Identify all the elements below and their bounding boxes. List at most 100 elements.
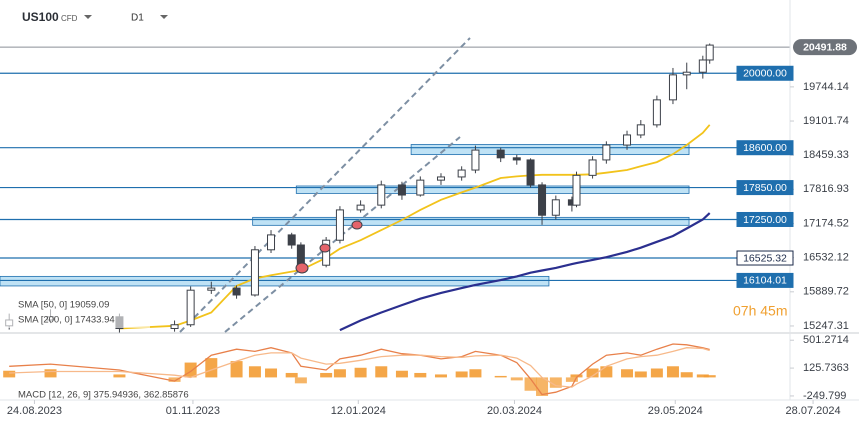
level-label-box	[736, 65, 794, 81]
y-tick-label: 19101.74	[803, 115, 849, 127]
symbol: US100	[22, 10, 59, 24]
candles	[5, 43, 714, 333]
macd-histogram-bar	[570, 374, 583, 378]
macd-histogram-bar	[3, 370, 16, 378]
level-label: 16525.32	[743, 252, 787, 264]
macd-histogram-bar	[549, 377, 562, 388]
moving-average	[339, 212, 711, 332]
candle-body	[287, 234, 296, 246]
macd-histogram-bar	[666, 366, 679, 378]
marker	[319, 243, 331, 253]
x-tick-label: 01.11.2023	[166, 405, 220, 417]
zones	[0, 144, 690, 287]
countdown: 07h 45m	[733, 303, 787, 319]
candle-body	[705, 44, 714, 61]
level-label: 17850.00	[743, 182, 787, 194]
macd-histogram-bar	[375, 366, 388, 378]
candle-body	[335, 209, 344, 241]
y-tick-label: 17816.93	[803, 183, 849, 195]
level-label: 20000.00	[743, 68, 787, 80]
y-tick-label: 18459.33	[803, 149, 849, 161]
macd-histogram-bar	[184, 362, 197, 378]
macd-histogram-bar	[265, 368, 278, 378]
candle-body	[232, 287, 241, 296]
level-label: 18600.00	[743, 142, 787, 154]
macd-pane	[3, 343, 716, 396]
macd-histogram-bar	[510, 377, 523, 381]
level-labels: 20000.00 18600.00 17850.00 17250.00 16525.32…	[736, 39, 857, 288]
candle-body	[436, 176, 445, 181]
macd-histogram-bar	[294, 377, 307, 384]
macd-histogram-bar	[248, 366, 261, 378]
candle-body	[572, 174, 581, 206]
candle-body	[296, 244, 305, 266]
current-price-label: 20491.88	[803, 41, 847, 53]
x-tick-label: 28.07.2024	[786, 405, 841, 417]
candle-body	[170, 324, 179, 329]
level-label-box	[736, 250, 794, 266]
macd-histogram-bar	[586, 368, 599, 378]
plot-area	[0, 37, 790, 396]
candle-body	[207, 287, 216, 291]
candle-body	[267, 234, 276, 251]
y-tick-label: 16532.12	[803, 252, 849, 264]
candle-body	[588, 159, 597, 176]
legend-backdrop	[0, 298, 150, 328]
macd-histogram-bar	[494, 375, 507, 378]
macd-histogram-bar	[696, 374, 709, 378]
zone	[252, 216, 690, 226]
y-tick-label: 125.7363	[803, 362, 849, 374]
moving-average	[119, 124, 711, 330]
levels	[0, 46, 790, 282]
macd-histogram-bar	[230, 361, 243, 378]
candle-body	[416, 179, 425, 196]
candle-body	[496, 149, 505, 159]
legend-sma200: SMA [200, 0] 17433.94	[18, 315, 115, 326]
candle-body	[652, 99, 661, 126]
macd-histogram-bar	[455, 371, 468, 378]
level-label: 16104.01	[743, 275, 787, 287]
level-label-box	[736, 140, 794, 156]
candle-body	[186, 289, 195, 326]
macd-histogram-bar	[650, 368, 663, 378]
macd-histogram-bar	[414, 372, 427, 378]
y-tick-label: 15247.31	[803, 320, 849, 332]
macd-histogram-bar	[354, 367, 367, 378]
candle-body	[457, 169, 466, 178]
macd-histogram-bar	[44, 369, 57, 378]
x-tick-label: 24.08.2023	[7, 405, 62, 417]
y-tick-label: -249.799	[803, 390, 846, 402]
candle-body	[322, 239, 331, 266]
macd-histogram-bar	[524, 377, 537, 391]
y-tick-label: 501.2714	[803, 334, 849, 346]
candle-body	[538, 184, 547, 216]
legend-macd: MACD [12, 26, 9] 375.94936, 362.85876	[18, 390, 189, 401]
zone	[410, 144, 690, 156]
axes: 15247.31 15889.72 16532.12 17174.52 17816.93…	[7, 81, 849, 417]
level-label-box	[736, 180, 794, 196]
candle-body	[377, 184, 386, 206]
instrument: CFD	[61, 14, 78, 23]
marker	[351, 220, 363, 230]
level-label: 17250.00	[743, 214, 787, 226]
macd-histogram-bar	[333, 369, 346, 378]
dropdown-arrow[interactable]	[160, 15, 168, 19]
y-tick-label: 17174.52	[803, 217, 849, 229]
legend-sma50: SMA [50, 0] 19059.09	[18, 300, 109, 311]
marker	[295, 262, 309, 274]
candle-body	[512, 157, 521, 161]
candle-body	[250, 249, 259, 296]
dropdown-arrow[interactable]	[84, 15, 92, 19]
macd-histogram-bar	[680, 372, 693, 378]
macd-histogram-bar	[621, 369, 634, 378]
timeframe[interactable]: D1	[131, 13, 144, 24]
macd-histogram-bar	[565, 377, 578, 382]
candle-body	[397, 184, 406, 196]
macd-histogram-bar	[634, 371, 647, 378]
candle-body	[698, 59, 707, 73]
candle-body	[471, 149, 480, 171]
x-tick-label: 29.05.2024	[648, 405, 703, 417]
